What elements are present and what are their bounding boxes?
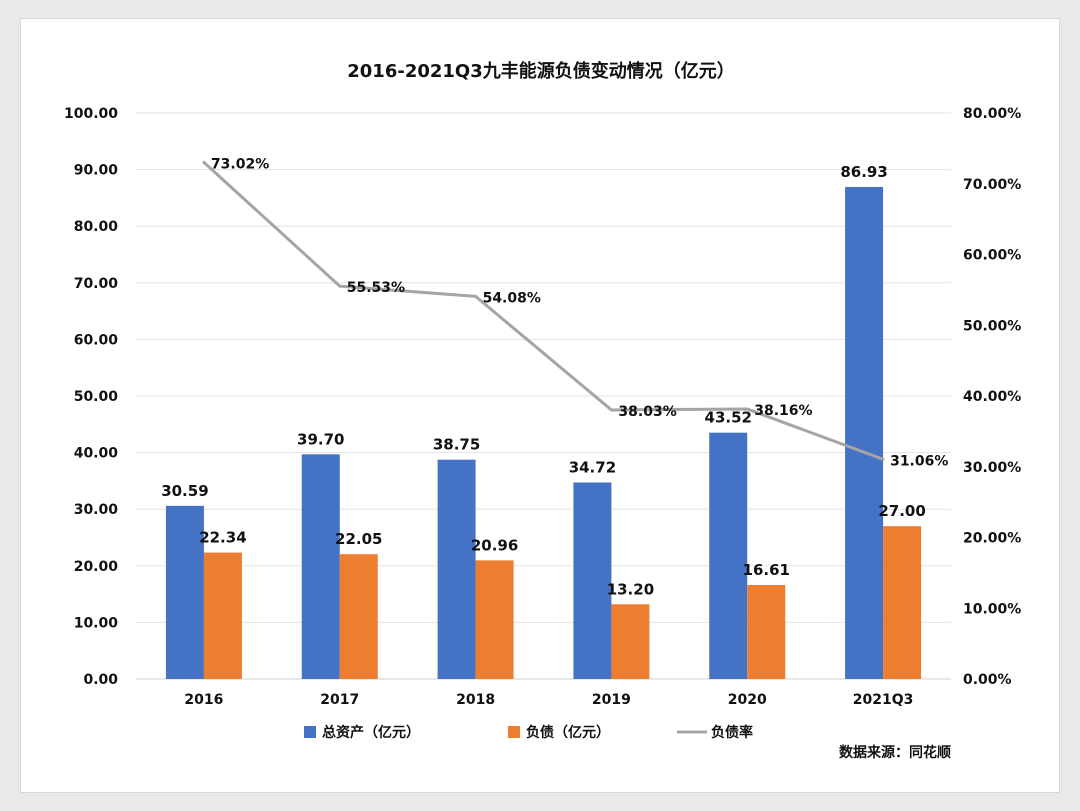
legend-swatch: [508, 726, 520, 738]
bar-liabilities: [339, 554, 378, 679]
x-tick-label: 2019: [592, 692, 631, 708]
source-note: 数据来源：同花顺: [839, 744, 951, 761]
x-tick-label: 2018: [456, 692, 495, 708]
bar-value-label: 22.05: [335, 530, 382, 548]
chart-legend: 总资产（亿元） 负债（亿元） 负债率: [304, 724, 753, 741]
bar-value-label: 38.75: [433, 436, 480, 454]
y-right-tick-label: 40.00%: [963, 389, 1021, 405]
bar-value-label: 22.34: [199, 529, 246, 547]
debt-ratio-label: 73.02%: [211, 156, 269, 172]
debt-ratio-point: [202, 160, 206, 164]
chart-title: 2016-2021Q3九丰能源负债变动情况（亿元）: [347, 60, 735, 82]
x-tick-label: 2016: [184, 692, 223, 708]
bar-liabilities: [203, 552, 242, 679]
debt-ratio-label: 54.08%: [483, 290, 541, 306]
bar-value-label: 27.00: [878, 502, 925, 520]
bar-total-assets: [437, 459, 476, 679]
bar-total-assets: [165, 505, 204, 679]
y-right-tick-label: 20.00%: [963, 531, 1021, 547]
bar-value-label: 43.52: [705, 409, 752, 427]
legend-label: 负债（亿元）: [526, 724, 610, 741]
y-right-tick-label: 80.00%: [963, 106, 1021, 122]
bar-value-label: 20.96: [471, 536, 518, 554]
y-left-tick-label: 90.00: [74, 163, 119, 179]
debt-ratio-point: [881, 457, 885, 461]
bar-total-assets: [301, 454, 340, 679]
y-left-tick-label: 40.00: [74, 446, 119, 462]
bar-value-label: 30.59: [161, 482, 208, 500]
y-left-tick-label: 70.00: [74, 276, 119, 292]
y-left-tick-label: 60.00: [74, 332, 119, 348]
debt-ratio-line: [202, 161, 884, 461]
y-right-tick-label: 50.00%: [963, 318, 1021, 334]
debt-ratio-label: 31.06%: [890, 453, 948, 469]
x-tick-label: 2020: [728, 692, 767, 708]
y-right-tick-label: 0.00%: [963, 672, 1012, 688]
debt-ratio-point: [609, 408, 613, 412]
debt-ratio-label: 55.53%: [347, 280, 405, 296]
debt-ratio-label: 38.16%: [754, 403, 812, 419]
x-tick-label: 2021Q3: [853, 692, 914, 708]
bar-value-label: 16.61: [743, 561, 790, 579]
bar-value-label: 86.93: [840, 163, 887, 181]
bar-value-label: 13.20: [607, 580, 654, 598]
y-left-tick-label: 20.00: [74, 559, 119, 575]
y-left-tick-label: 0.00: [83, 672, 118, 688]
bar-value-label: 34.72: [569, 458, 616, 476]
y-left-tick-label: 100.00: [64, 106, 118, 122]
chart-frame: 30.59 39.70 38.75 34.72 43.52 86.93 22.34 22.05…: [20, 18, 1060, 793]
debt-ratio-point: [745, 407, 749, 411]
legend-label: 总资产（亿元）: [322, 724, 420, 741]
y-left-tick-label: 30.00: [74, 502, 119, 518]
y-left-tick-label: 10.00: [74, 615, 119, 631]
bar-liabilities: [883, 526, 922, 679]
debt-ratio-point: [338, 284, 342, 288]
y-right-tick-label: 30.00%: [963, 460, 1021, 476]
x-tick-label: 2017: [320, 692, 359, 708]
bar-total-assets: [709, 432, 748, 679]
bar-liabilities: [611, 604, 650, 679]
legend-swatch: [304, 726, 316, 738]
legend-label: 负债率: [711, 724, 753, 741]
y-left-tick-label: 80.00: [74, 219, 119, 235]
debt-ratio-point: [474, 294, 478, 298]
bar-total-assets: [845, 186, 884, 679]
bar-value-label: 39.70: [297, 430, 344, 448]
bar-liabilities: [475, 560, 514, 679]
debt-ratio-label: 38.03%: [618, 404, 676, 420]
bar-liabilities: [747, 584, 786, 679]
debt-chart: 30.59 39.70 38.75 34.72 43.52 86.93 22.34 22.05…: [64, 60, 1021, 761]
y-right-tick-label: 10.00%: [963, 601, 1021, 617]
bar-total-assets: [573, 482, 612, 679]
y-right-tick-label: 60.00%: [963, 248, 1021, 264]
y-right-tick-label: 70.00%: [963, 177, 1021, 193]
y-left-tick-label: 50.00: [74, 389, 119, 405]
